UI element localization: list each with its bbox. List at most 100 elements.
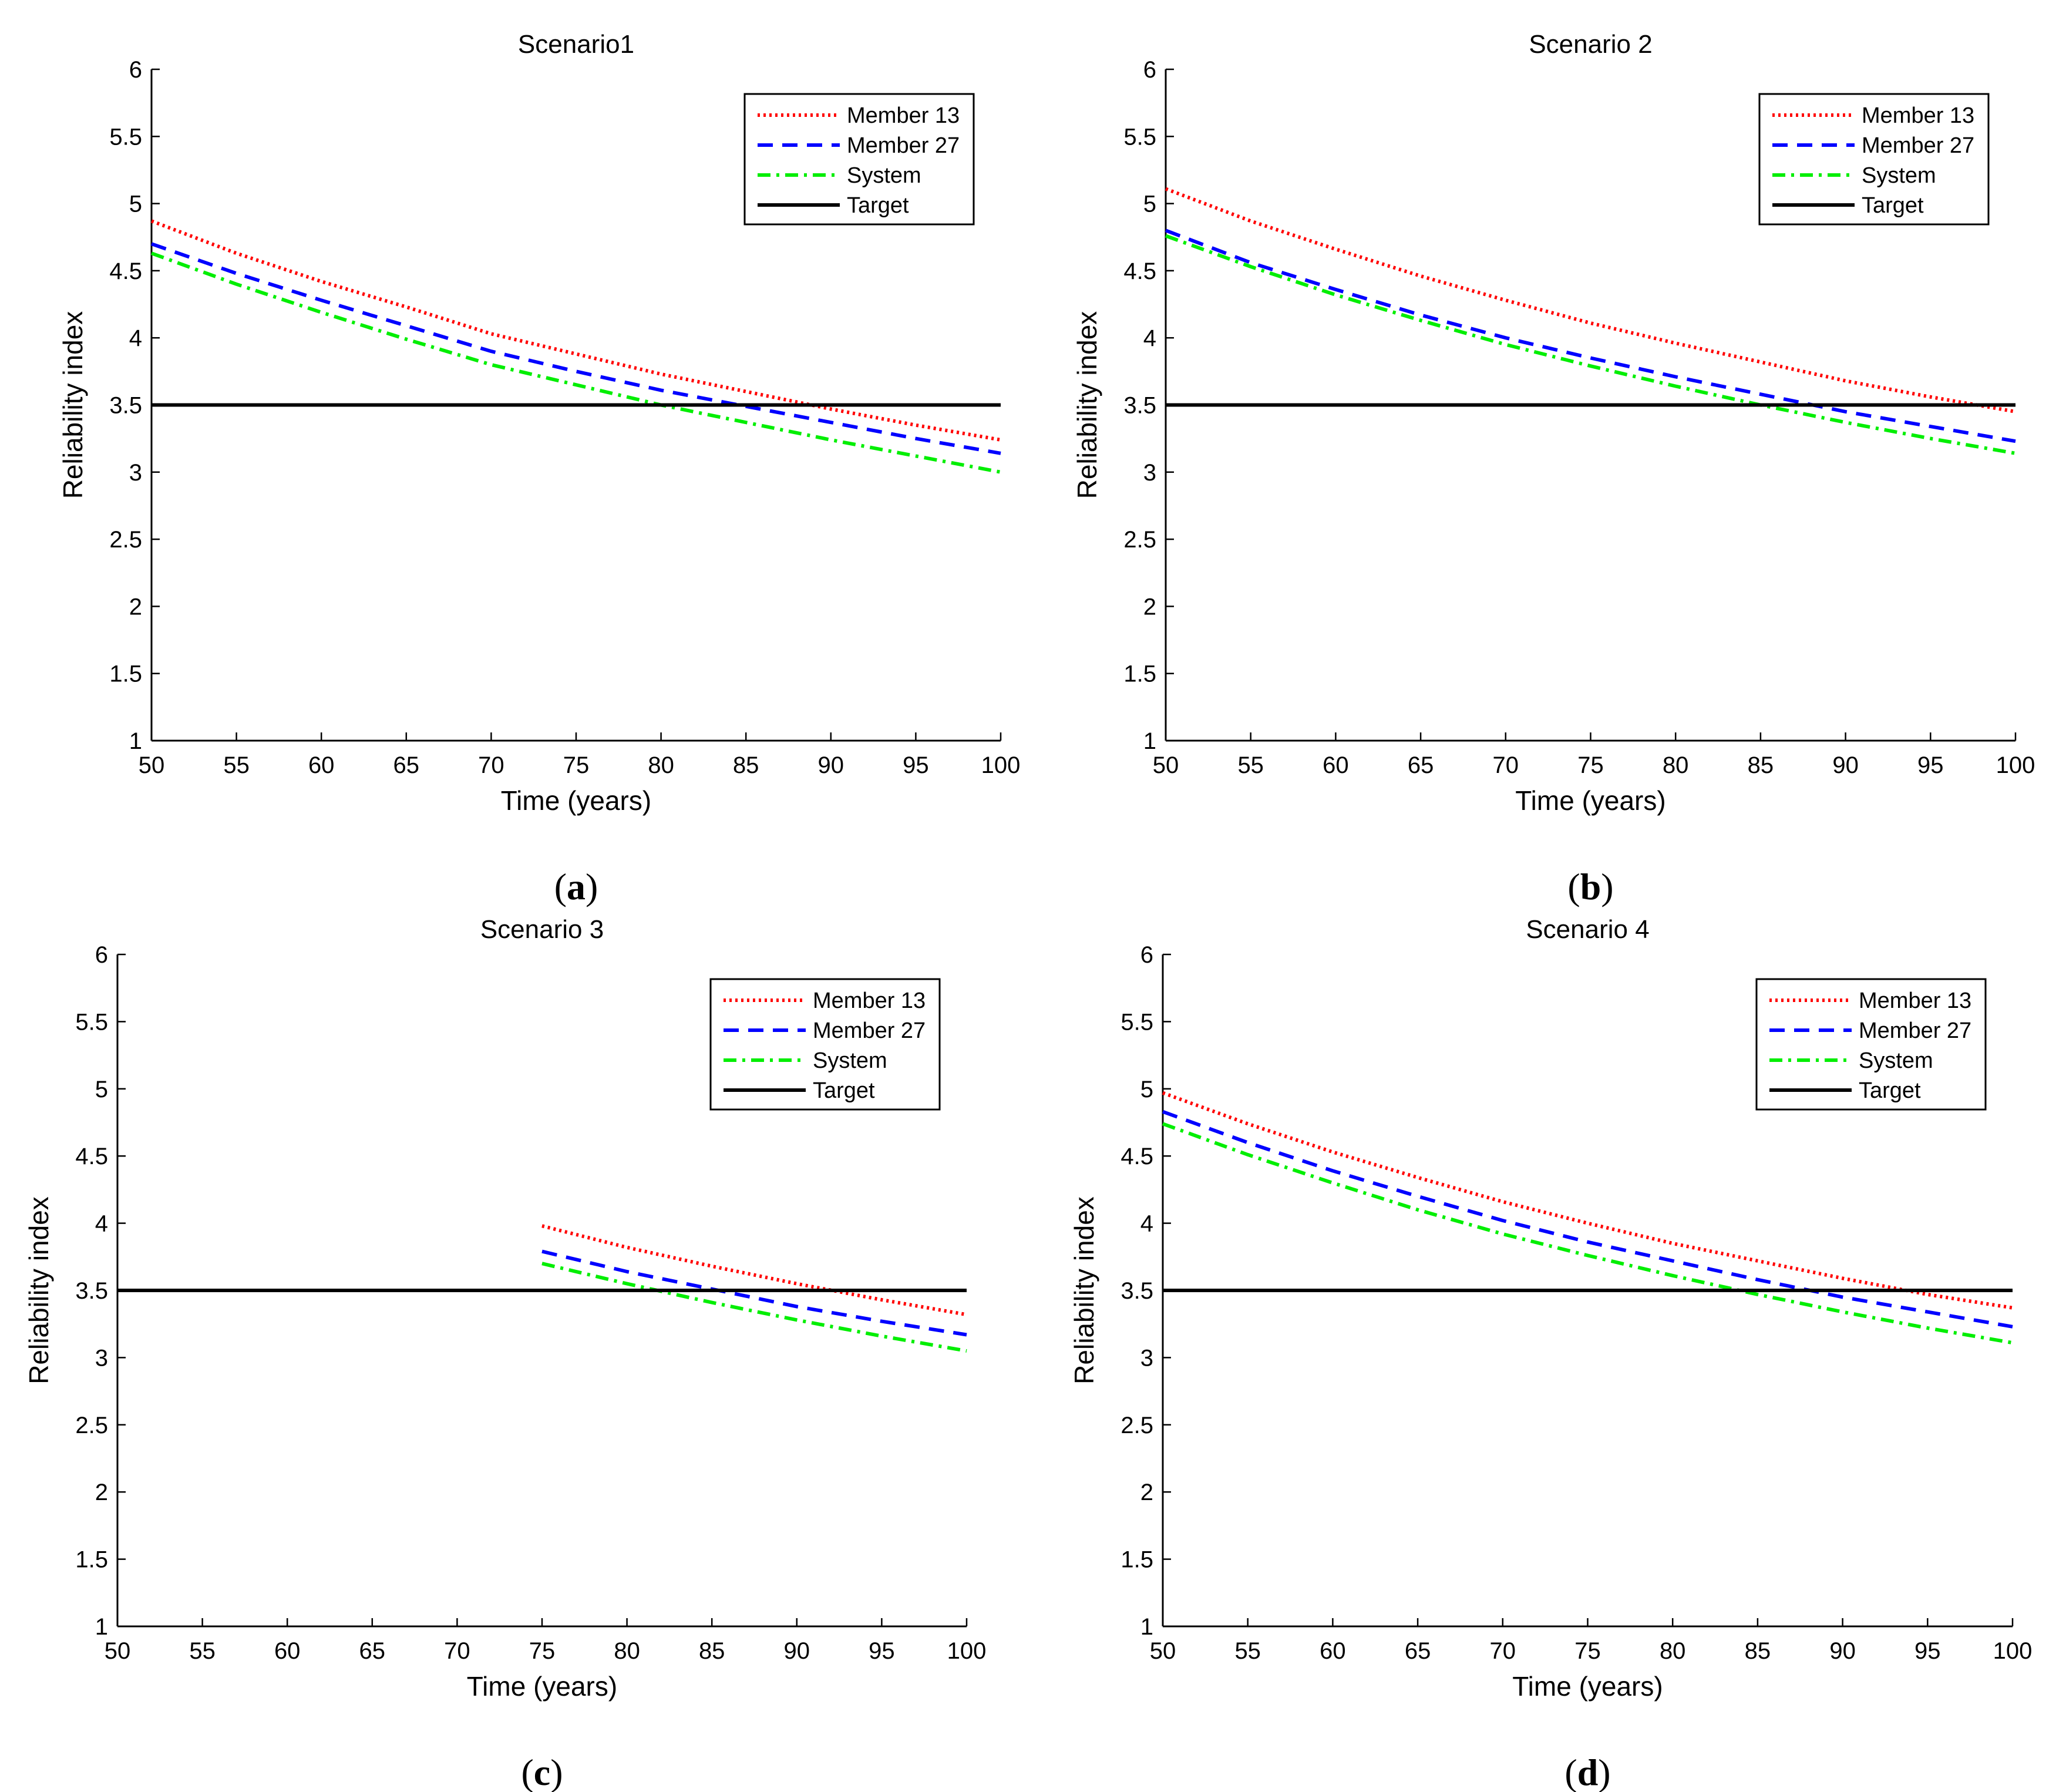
y-tick-label: 4.5 bbox=[1121, 1144, 1153, 1169]
y-tick-label: 1.5 bbox=[1121, 1547, 1153, 1573]
y-tick-label: 5 bbox=[95, 1077, 108, 1102]
y-tick-label: 3.5 bbox=[1123, 393, 1156, 419]
y-tick-label: 4 bbox=[95, 1211, 108, 1237]
x-tick-label: 95 bbox=[869, 1638, 895, 1664]
y-tick-label: 3 bbox=[129, 460, 142, 486]
x-tick-label: 80 bbox=[1660, 1638, 1686, 1664]
x-tick-label: 100 bbox=[1996, 752, 2035, 778]
x-tick-label: 80 bbox=[1663, 752, 1689, 778]
x-tick-label: 55 bbox=[223, 752, 250, 778]
x-tick-label: 60 bbox=[1320, 1638, 1346, 1664]
x-tick-label: 70 bbox=[478, 752, 504, 778]
y-tick-label: 4.5 bbox=[1123, 258, 1156, 284]
legend-label-target: Target bbox=[813, 1078, 875, 1103]
y-tick-label: 1 bbox=[95, 1614, 108, 1640]
x-tick-label: 60 bbox=[274, 1638, 301, 1664]
y-tick-label: 1.5 bbox=[75, 1547, 108, 1573]
legend-label-system: System bbox=[813, 1048, 887, 1073]
x-tick-label: 95 bbox=[1914, 1638, 1941, 1664]
x-tick-label: 70 bbox=[1493, 752, 1519, 778]
x-tick-label: 100 bbox=[981, 752, 1021, 778]
legend-label-member-13: Member 13 bbox=[1862, 103, 1974, 128]
y-tick-label: 3 bbox=[1143, 460, 1156, 486]
y-tick-label: 1 bbox=[1140, 1614, 1153, 1640]
x-tick-label: 65 bbox=[1405, 1638, 1431, 1664]
x-tick-label: 55 bbox=[1234, 1638, 1261, 1664]
y-tick-label: 1 bbox=[129, 728, 142, 754]
y-tick-label: 1.5 bbox=[1123, 661, 1156, 687]
panel-caption: (d) bbox=[1564, 1751, 1610, 1792]
legend-label-member-13: Member 13 bbox=[847, 103, 960, 128]
legend-label-member-27: Member 27 bbox=[1862, 133, 1974, 158]
y-tick-label: 3.5 bbox=[109, 393, 142, 419]
x-axis-label: Time (years) bbox=[501, 785, 651, 816]
x-tick-label: 55 bbox=[1237, 752, 1264, 778]
series-line-member-13 bbox=[1165, 187, 2016, 413]
x-tick-label: 50 bbox=[1150, 1638, 1176, 1664]
x-tick-label: 70 bbox=[1490, 1638, 1516, 1664]
y-tick-label: 2 bbox=[1140, 1480, 1153, 1505]
y-tick-label: 6 bbox=[129, 57, 142, 83]
y-tick-label: 2.5 bbox=[1121, 1413, 1153, 1438]
series-line-system bbox=[1165, 234, 2016, 455]
y-tick-label: 1.5 bbox=[109, 661, 142, 687]
series-line-member-27 bbox=[1165, 228, 2016, 443]
x-tick-label: 60 bbox=[308, 752, 335, 778]
y-tick-label: 3 bbox=[95, 1345, 108, 1371]
legend-label-member-27: Member 27 bbox=[1859, 1018, 1971, 1043]
legend-label-system: System bbox=[847, 163, 921, 188]
panel-caption: (c) bbox=[521, 1751, 563, 1792]
y-axis-label: Reliability index bbox=[58, 311, 88, 499]
chart-panel-b: Scenario 250 55 60 65 70 75 80 85 90 95 10011.522.… bbox=[1072, 30, 2035, 907]
y-tick-label: 4.5 bbox=[109, 258, 142, 284]
x-tick-label: 85 bbox=[1745, 1638, 1771, 1664]
x-axis-label: Time (years) bbox=[467, 1671, 617, 1702]
legend-label-target: Target bbox=[1859, 1078, 1921, 1103]
y-tick-label: 2.5 bbox=[75, 1413, 108, 1438]
y-axis-label: Reliability index bbox=[1072, 311, 1102, 499]
series-line-system bbox=[1162, 1122, 2013, 1345]
legend-label-target: Target bbox=[1862, 193, 1924, 218]
x-tick-label: 55 bbox=[189, 1638, 216, 1664]
x-tick-label: 90 bbox=[1832, 752, 1859, 778]
chart-title: Scenario 2 bbox=[1529, 30, 1652, 59]
y-tick-label: 4 bbox=[1140, 1211, 1153, 1237]
legend-label-member-27: Member 27 bbox=[847, 133, 960, 158]
x-tick-label: 85 bbox=[1748, 752, 1774, 778]
series-line-member-13 bbox=[150, 219, 1001, 442]
y-tick-label: 6 bbox=[95, 942, 108, 968]
panel-caption: (a) bbox=[554, 866, 598, 907]
y-tick-label: 3.5 bbox=[75, 1278, 108, 1304]
y-tick-label: 2 bbox=[1143, 594, 1156, 620]
y-tick-label: 3 bbox=[1140, 1345, 1153, 1371]
x-tick-label: 80 bbox=[648, 752, 674, 778]
series-line-member-13 bbox=[541, 1224, 967, 1317]
x-tick-label: 70 bbox=[444, 1638, 470, 1664]
y-tick-label: 5.5 bbox=[1123, 124, 1156, 150]
x-axis-label: Time (years) bbox=[1515, 785, 1665, 816]
chart-panel-c: Scenario 350 55 60 65 70 75 80 85 90 95 10011.522.… bbox=[23, 915, 986, 1792]
series-line-system bbox=[541, 1262, 967, 1353]
series-line-system bbox=[150, 251, 1001, 474]
x-tick-label: 90 bbox=[818, 752, 844, 778]
x-tick-label: 65 bbox=[359, 1638, 386, 1664]
x-tick-label: 90 bbox=[1829, 1638, 1856, 1664]
y-tick-label: 4.5 bbox=[75, 1144, 108, 1169]
series-line-member-27 bbox=[151, 242, 1001, 455]
y-tick-label: 6 bbox=[1140, 942, 1153, 968]
x-tick-label: 50 bbox=[1153, 752, 1179, 778]
x-tick-label: 75 bbox=[1577, 752, 1604, 778]
legend-label-system: System bbox=[1859, 1048, 1933, 1073]
y-tick-label: 5 bbox=[1143, 191, 1156, 217]
x-tick-label: 95 bbox=[1917, 752, 1944, 778]
y-tick-label: 6 bbox=[1143, 57, 1156, 83]
chart-title: Scenario 4 bbox=[1526, 915, 1649, 944]
y-tick-label: 2.5 bbox=[1123, 527, 1156, 553]
y-tick-label: 2 bbox=[129, 594, 142, 620]
y-tick-label: 5.5 bbox=[75, 1009, 108, 1035]
x-axis-label: Time (years) bbox=[1512, 1671, 1663, 1702]
x-tick-label: 50 bbox=[139, 752, 165, 778]
y-tick-label: 5.5 bbox=[1121, 1009, 1153, 1035]
